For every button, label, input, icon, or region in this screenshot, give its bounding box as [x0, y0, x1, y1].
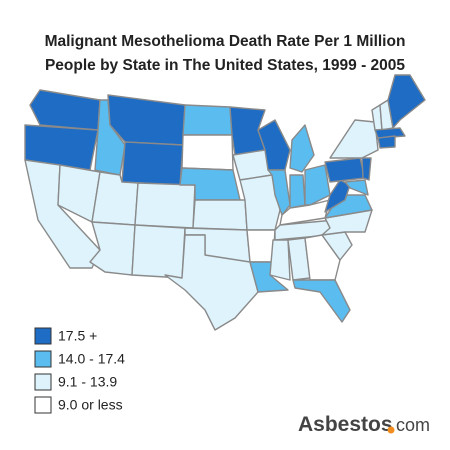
title-line: Malignant Mesothelioma Death Rate Per 1 …: [45, 33, 406, 50]
legend: 17.5 + 14.0 - 17.4 9.1 - 13.9 9.0 or less: [34, 327, 125, 414]
state: [182, 104, 233, 136]
legend-label: 9.0 or less: [58, 397, 123, 413]
legend-label: 17.5 +: [58, 328, 97, 344]
state: [289, 124, 315, 173]
legend-swatch: [34, 373, 52, 391]
legend-label: 9.1 - 13.9: [58, 374, 117, 390]
state: [324, 179, 351, 213]
state: [192, 199, 248, 231]
legend-swatch: [34, 396, 52, 414]
state: [292, 279, 351, 323]
logo-name: Asbestos: [298, 413, 393, 436]
state: [181, 134, 234, 171]
state: [374, 127, 406, 139]
state: [324, 157, 366, 183]
state: [329, 119, 379, 159]
state: [164, 234, 259, 331]
state: [289, 174, 306, 209]
title-line: People by State in The United States, 19…: [45, 57, 405, 74]
us-map: [24, 74, 426, 331]
state: [134, 182, 196, 229]
state: [387, 74, 426, 129]
state: [377, 135, 396, 149]
state: [304, 234, 341, 281]
state: [121, 141, 184, 186]
state: [344, 179, 369, 196]
state: [249, 261, 289, 293]
legend-label: 14.0 - 17.4: [58, 351, 125, 367]
state: [246, 229, 276, 263]
state: [304, 164, 331, 206]
state: [29, 89, 101, 131]
logo-dot: [387, 426, 395, 434]
state: [131, 224, 186, 279]
legend-swatch: [34, 327, 52, 345]
logo-suffix: com: [396, 415, 430, 435]
legend-swatch: [34, 350, 52, 368]
state: [361, 157, 372, 181]
state: [269, 239, 291, 281]
